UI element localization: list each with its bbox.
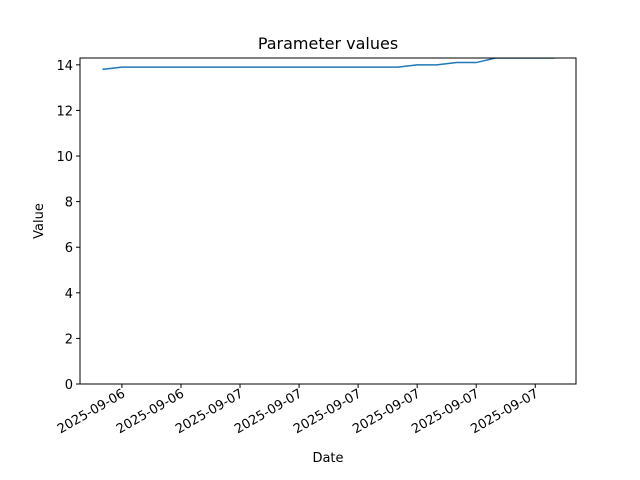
x-axis-label: Date <box>312 451 343 466</box>
y-tick-label: 2 <box>65 332 73 347</box>
chart-title: Parameter values <box>258 34 398 53</box>
y-tick-label: 0 <box>65 378 73 393</box>
plot-frame <box>79 57 577 385</box>
data-line <box>102 58 555 71</box>
y-tick-label: 8 <box>65 196 73 211</box>
x-tick-label: 2025-09-07 <box>468 386 541 437</box>
y-tick-label: 14 <box>56 59 73 74</box>
y-axis-label: Value <box>32 203 47 239</box>
y-tick-label: 10 <box>56 150 73 165</box>
y-tick-label: 6 <box>65 241 73 256</box>
y-tick-label: 4 <box>65 287 73 302</box>
y-tick-label: 12 <box>56 104 73 119</box>
